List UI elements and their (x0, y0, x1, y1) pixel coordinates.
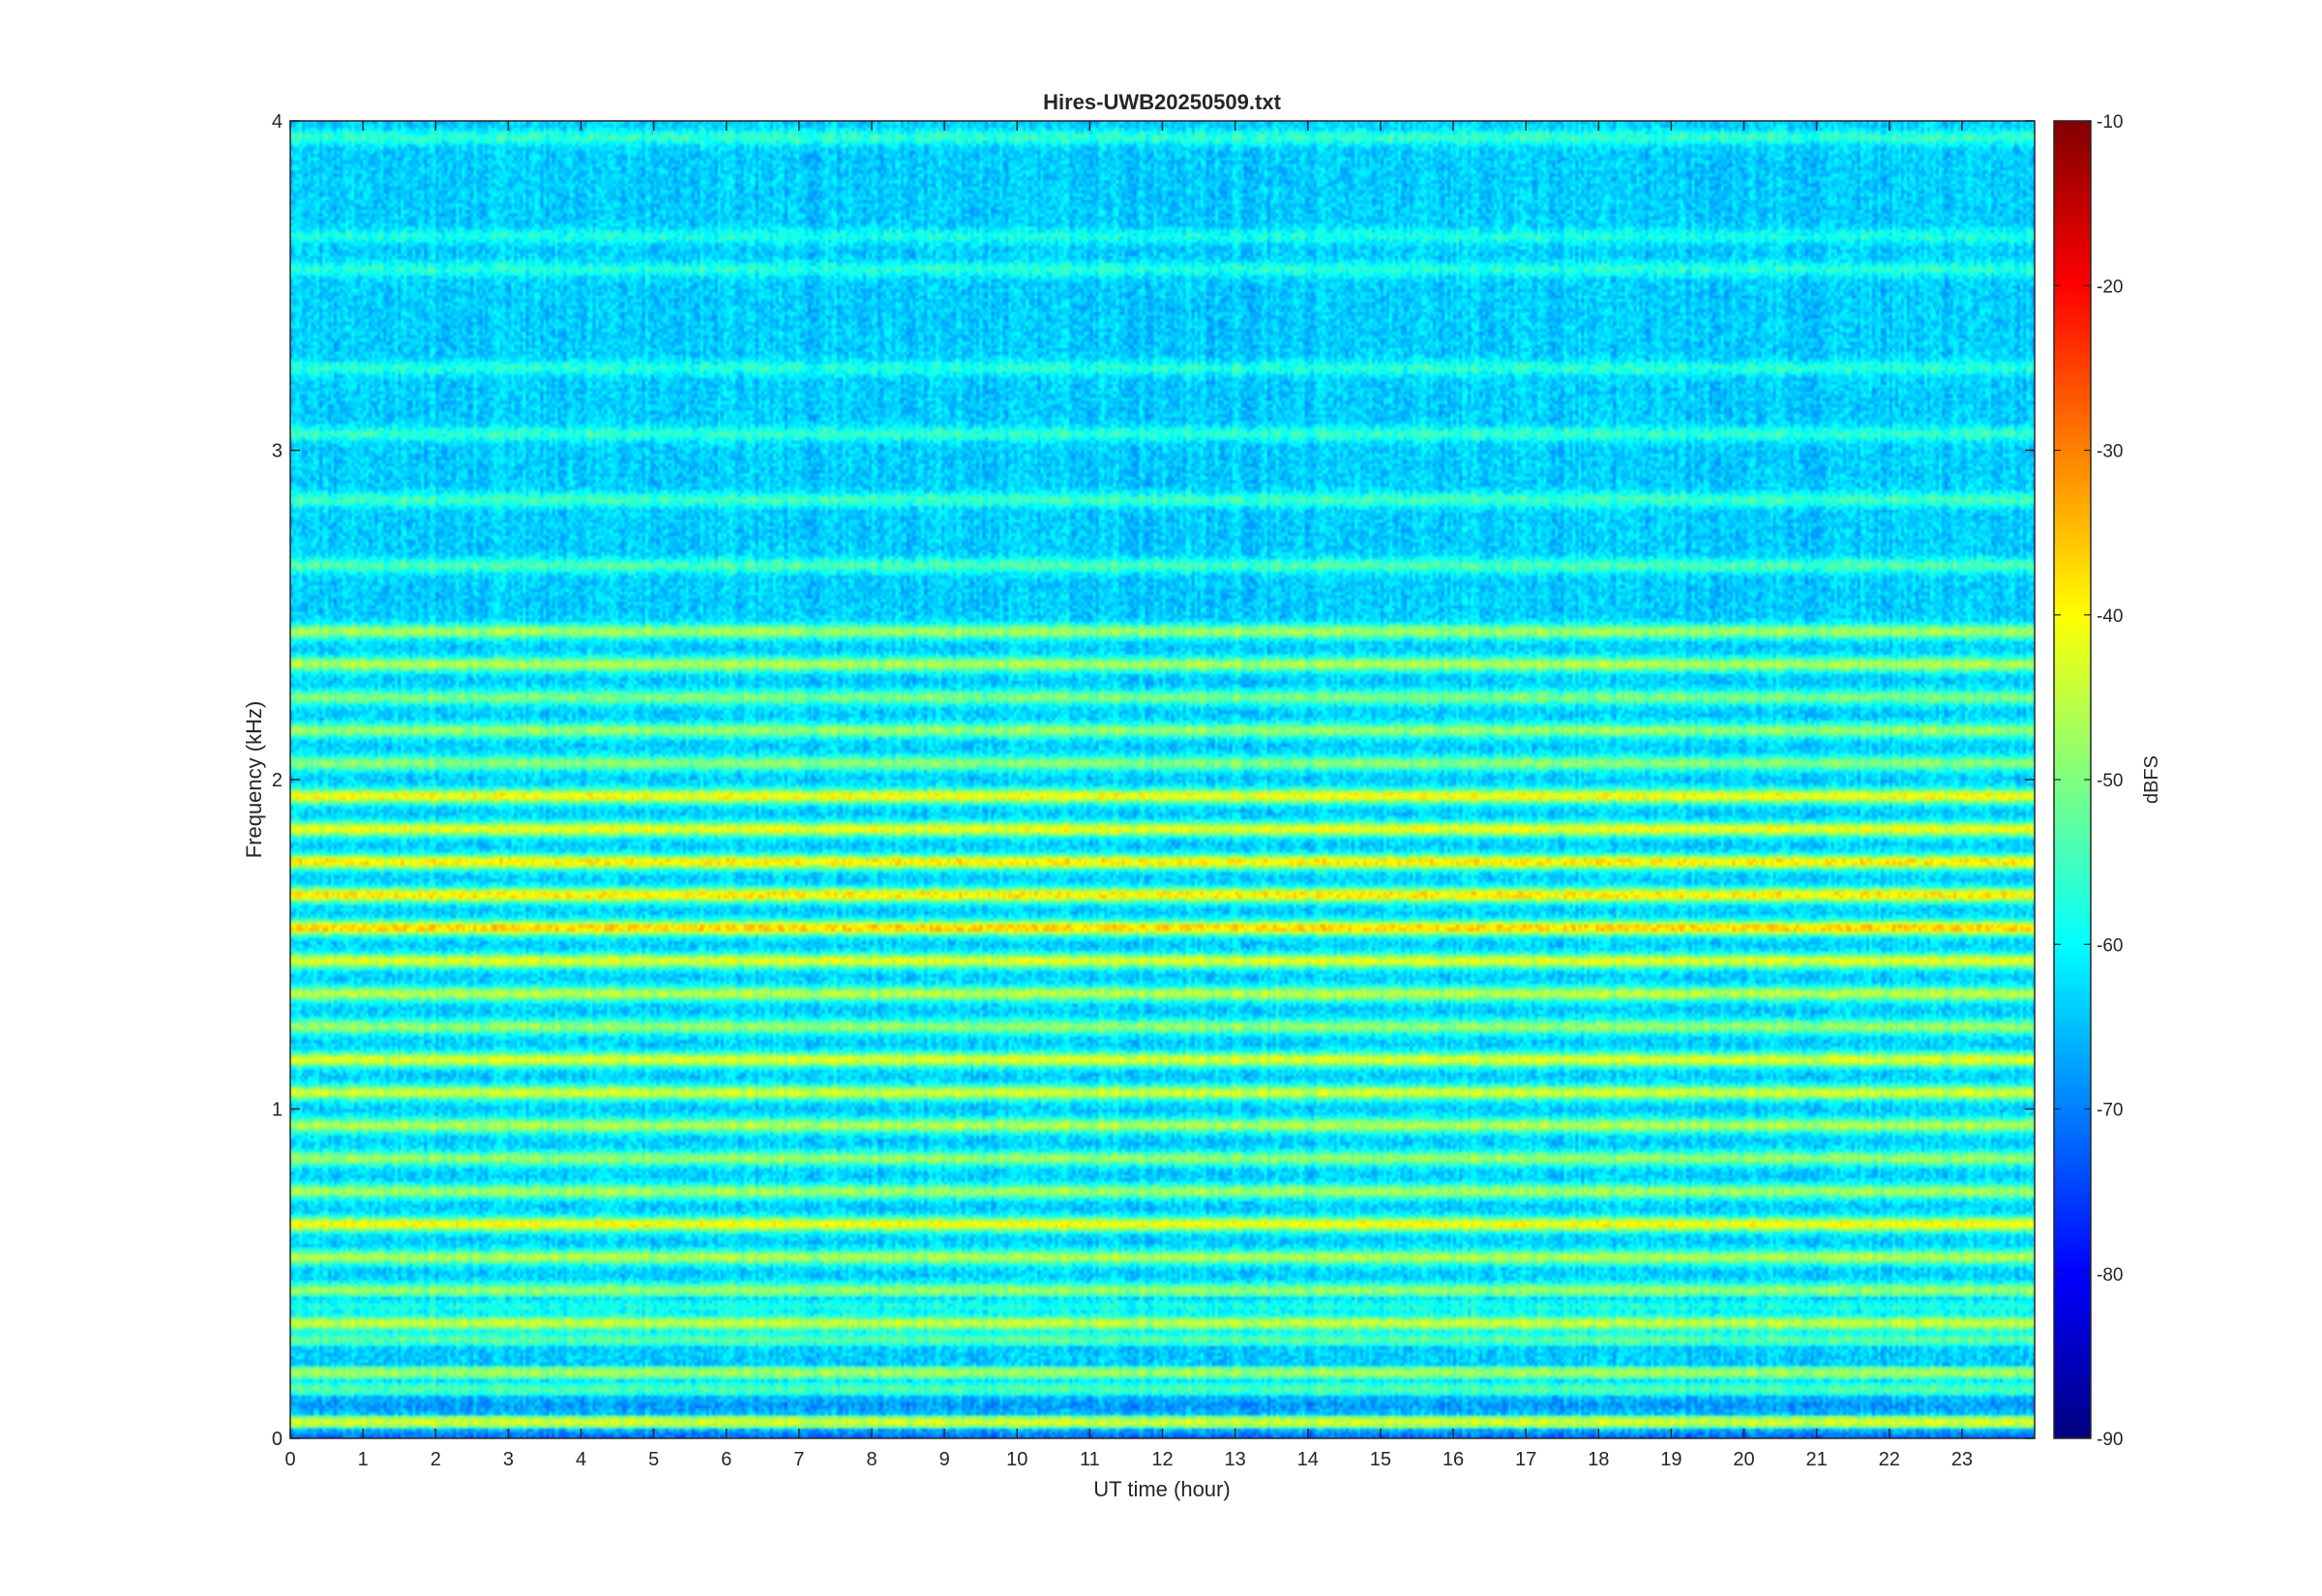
x-axis-label: UT time (hour) (1093, 1477, 1230, 1501)
y-axis-ticks: 0 1 2 3 4 (272, 111, 2035, 1450)
x-tick-label: 2 (431, 1449, 441, 1470)
colorbar: -10 -20 -30 -40 -50 -60 -70 -80 -90 dBFS (2053, 112, 2162, 1450)
y-tick-label: 0 (272, 1429, 283, 1450)
x-tick-label: 7 (793, 1449, 804, 1470)
colorbar-tick-label: -60 (2097, 935, 2123, 956)
x-tick-label: 12 (1151, 1449, 1173, 1470)
x-tick-label: 16 (1443, 1449, 1464, 1470)
x-tick-label: 21 (1806, 1449, 1828, 1470)
colorbar-tick-label: -30 (2097, 442, 2123, 462)
x-tick-label: 11 (1080, 1449, 1100, 1470)
x-tick-label: 20 (1733, 1449, 1754, 1470)
chart-title: Hires-UWB20250509.txt (1043, 90, 1281, 114)
x-tick-label: 19 (1660, 1449, 1682, 1470)
colorbar-tick-label: -80 (2097, 1265, 2123, 1286)
x-tick-label: 18 (1588, 1449, 1609, 1470)
colorbar-tick-label: -50 (2097, 771, 2123, 791)
x-tick-label: 17 (1515, 1449, 1536, 1470)
x-tick-label: 10 (1006, 1449, 1027, 1470)
x-tick-label: 9 (939, 1449, 950, 1470)
x-tick-label: 4 (576, 1449, 586, 1470)
x-tick-label: 8 (866, 1449, 877, 1470)
x-tick-label: 3 (503, 1449, 514, 1470)
x-tick-label: 22 (1879, 1449, 1900, 1470)
colorbar-tick-label: -90 (2097, 1430, 2123, 1450)
colorbar-ticks: -10 -20 -30 -40 -50 -60 -70 -80 -90 (2054, 112, 2123, 1450)
colorbar-tick-label: -40 (2097, 606, 2123, 627)
x-axis-ticks: 0 1 2 3 4 5 6 7 8 9 10 11 12 13 14 15 16 17 18 19 20 21 22 23 (284, 121, 1973, 1470)
x-tick-label: 0 (284, 1449, 295, 1470)
x-tick-label: 5 (648, 1449, 659, 1470)
y-tick-label: 3 (272, 441, 283, 462)
x-tick-label: 1 (358, 1449, 369, 1470)
y-tick-label: 1 (272, 1100, 283, 1121)
x-tick-label: 6 (721, 1449, 731, 1470)
y-tick-label: 2 (272, 770, 283, 791)
x-tick-label: 23 (1951, 1449, 1973, 1470)
colorbar-label: dBFS (2141, 755, 2162, 804)
x-tick-label: 14 (1297, 1449, 1319, 1470)
colorbar-tick-label: -70 (2097, 1101, 2123, 1121)
y-tick-label: 4 (272, 111, 283, 133)
x-tick-label: 13 (1225, 1449, 1246, 1470)
colorbar-tick-label: -20 (2097, 277, 2123, 297)
colorbar-tick-label: -10 (2097, 112, 2123, 133)
plot-area (289, 120, 2036, 1439)
spectrogram-heatmap (290, 121, 2035, 1438)
x-tick-label: 15 (1370, 1449, 1391, 1470)
y-axis-label: Frequency (kHz) (242, 701, 266, 859)
